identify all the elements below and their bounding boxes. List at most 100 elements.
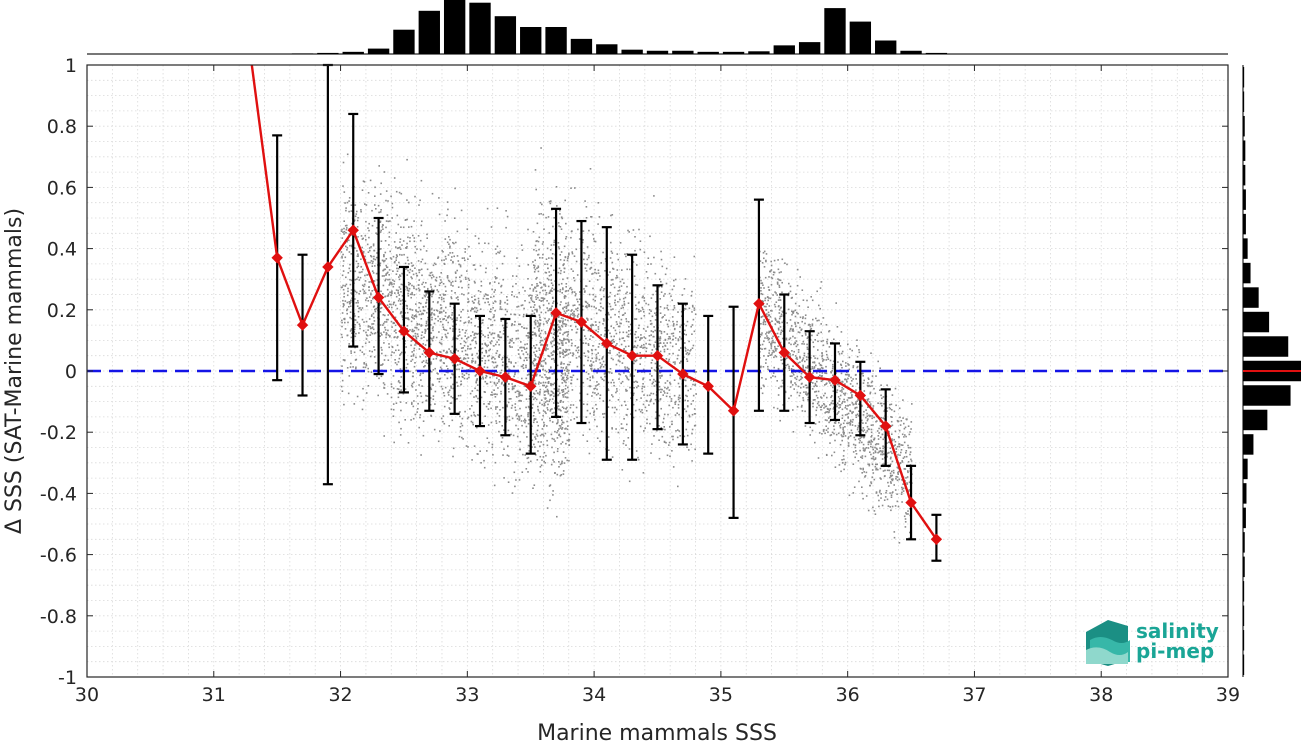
scatter-point bbox=[379, 193, 382, 195]
scatter-point bbox=[467, 310, 469, 312]
scatter-point bbox=[407, 442, 410, 444]
scatter-point bbox=[393, 261, 396, 264]
scatter-point bbox=[839, 425, 841, 427]
scatter-point bbox=[840, 331, 843, 333]
scatter-point bbox=[543, 421, 545, 424]
scatter-point bbox=[881, 397, 883, 400]
scatter-point bbox=[847, 343, 849, 346]
scatter-point bbox=[832, 374, 834, 377]
scatter-point bbox=[660, 375, 663, 377]
scatter-point bbox=[544, 401, 547, 403]
scatter-point bbox=[565, 366, 568, 368]
scatter-point bbox=[425, 292, 428, 294]
scatter-point bbox=[617, 290, 620, 292]
scatter-point bbox=[769, 297, 772, 300]
scatter-point bbox=[547, 409, 549, 411]
scatter-point bbox=[426, 311, 428, 314]
scatter-point bbox=[759, 260, 762, 262]
scatter-point bbox=[550, 366, 552, 368]
scatter-point bbox=[471, 296, 473, 298]
scatter-point bbox=[789, 290, 792, 293]
scatter-point bbox=[563, 432, 566, 435]
scatter-point bbox=[672, 332, 675, 335]
scatter-point bbox=[341, 336, 343, 339]
scatter-point bbox=[543, 359, 546, 362]
scatter-point bbox=[388, 269, 391, 271]
scatter-point bbox=[452, 330, 454, 332]
scatter-point bbox=[373, 356, 376, 358]
scatter-point bbox=[562, 317, 564, 320]
scatter-point bbox=[500, 285, 502, 288]
scatter-point bbox=[660, 330, 663, 333]
scatter-point bbox=[564, 325, 567, 327]
scatter-point bbox=[592, 233, 594, 236]
scatter-point bbox=[596, 372, 598, 374]
scatter-point bbox=[801, 335, 804, 337]
scatter-point bbox=[658, 385, 661, 388]
scatter-point bbox=[777, 394, 780, 396]
scatter-point bbox=[539, 466, 542, 468]
scatter-point bbox=[408, 318, 410, 321]
scatter-point bbox=[415, 303, 417, 305]
scatter-point bbox=[461, 286, 463, 289]
scatter-point bbox=[866, 419, 869, 422]
scatter-point bbox=[487, 408, 490, 410]
scatter-point bbox=[801, 376, 803, 379]
scatter-point bbox=[450, 351, 452, 354]
scatter-point bbox=[694, 413, 697, 415]
scatter-point bbox=[618, 310, 620, 313]
scatter-point bbox=[425, 301, 428, 304]
scatter-point bbox=[379, 324, 382, 326]
scatter-point bbox=[452, 260, 454, 263]
scatter-point bbox=[838, 410, 840, 413]
scatter-point bbox=[554, 368, 556, 371]
scatter-point bbox=[558, 433, 561, 436]
scatter-point bbox=[501, 437, 504, 439]
scatter-point bbox=[429, 324, 432, 326]
scatter-point bbox=[531, 374, 534, 377]
scatter-point bbox=[906, 482, 908, 484]
scatter-point bbox=[644, 337, 647, 340]
scatter-point bbox=[370, 260, 373, 262]
scatter-point bbox=[550, 309, 552, 311]
scatter-point bbox=[349, 330, 352, 332]
scatter-point bbox=[551, 253, 554, 255]
scatter-point bbox=[833, 428, 836, 431]
scatter-point bbox=[643, 315, 646, 317]
scatter-point bbox=[842, 428, 844, 431]
scatter-point bbox=[485, 349, 487, 352]
scatter-point bbox=[482, 334, 484, 336]
scatter-point bbox=[898, 478, 901, 481]
scatter-point bbox=[546, 378, 549, 380]
scatter-point bbox=[649, 379, 651, 381]
scatter-point bbox=[446, 277, 449, 279]
scatter-point bbox=[598, 343, 601, 345]
scatter-point bbox=[535, 355, 537, 358]
scatter-point bbox=[446, 201, 449, 203]
scatter-point bbox=[603, 295, 605, 298]
scatter-point bbox=[478, 364, 480, 367]
scatter-point bbox=[690, 443, 692, 446]
scatter-point bbox=[688, 352, 691, 355]
scatter-point bbox=[818, 362, 821, 365]
scatter-point bbox=[438, 197, 440, 199]
scatter-point bbox=[531, 361, 534, 364]
scatter-point bbox=[832, 402, 834, 405]
scatter-point bbox=[532, 415, 535, 417]
scatter-point bbox=[817, 390, 820, 393]
scatter-point bbox=[527, 278, 529, 280]
scatter-point bbox=[540, 213, 542, 215]
scatter-point bbox=[455, 297, 458, 299]
scatter-point bbox=[491, 332, 494, 334]
scatter-point bbox=[432, 264, 435, 267]
scatter-point bbox=[341, 321, 343, 324]
scatter-point bbox=[854, 456, 856, 459]
scatter-point bbox=[493, 393, 495, 396]
scatter-point bbox=[624, 366, 626, 368]
scatter-point bbox=[691, 324, 694, 326]
scatter-point bbox=[399, 288, 402, 290]
scatter-point bbox=[693, 255, 696, 258]
scatter-point bbox=[418, 348, 421, 350]
scatter-point bbox=[539, 307, 541, 309]
scatter-point bbox=[518, 291, 520, 294]
